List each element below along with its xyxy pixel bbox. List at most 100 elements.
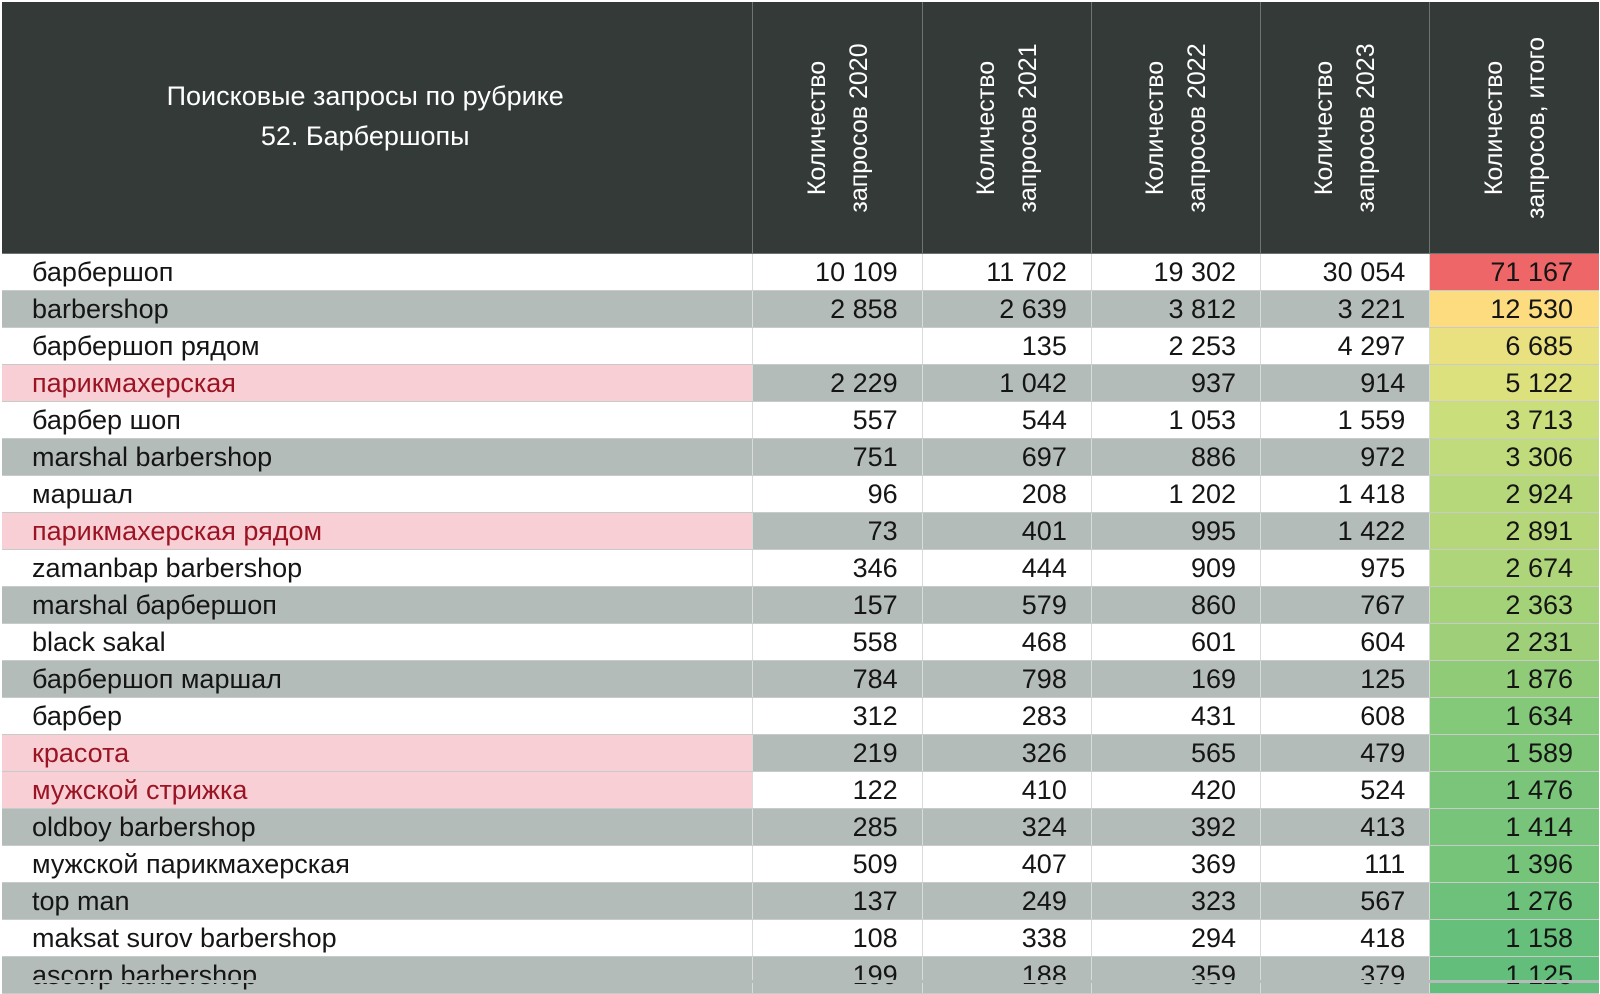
table-row: парикмахерская рядом 73 401 995 1 422 2 891 (2, 512, 1599, 550)
table-row: zamanbap barbershop 346 444 909 975 2 674 (2, 549, 1599, 587)
count-cell-2021: 11 702 (922, 253, 1092, 291)
count-cell-2022: 369 (1091, 845, 1262, 883)
table-row: барбер 312 283 431 608 1 634 (2, 697, 1599, 735)
column-header-2021: Количество запросов 2021 (922, 2, 1092, 254)
table-row: барбер шоп 557 544 1 053 1 559 3 713 (2, 401, 1599, 439)
count-cell-2021: 444 (922, 549, 1092, 587)
table-row: maksat surov barbershop 108 338 294 418 1 158 (2, 919, 1599, 957)
count-cell-2023: 767 (1260, 586, 1431, 624)
table-title: Поисковые запросы по рубрике 52. Барберш… (2, 2, 754, 254)
count-cell-2023: 413 (1260, 808, 1431, 846)
count-cell-2022: 2 253 (1091, 327, 1262, 365)
count-cell-2020: 784 (752, 660, 923, 698)
query-cell: top man (2, 882, 754, 920)
total-cell: 1 125 (1429, 956, 1599, 994)
query-cell: мужской парикмахерская (2, 845, 754, 883)
count-cell-2022: 323 (1091, 882, 1262, 920)
count-cell-2022: 886 (1091, 438, 1262, 476)
count-cell-2022: 601 (1091, 623, 1262, 661)
count-cell-2020: 285 (752, 808, 923, 846)
table-row: black sakal 558 468 601 604 2 231 (2, 623, 1599, 661)
query-cell: marshal барбершоп (2, 586, 754, 624)
total-cell: 2 674 (1429, 549, 1599, 587)
table-row: барбершоп 10 109 11 702 19 302 30 054 71 167 (2, 253, 1599, 291)
total-cell: 1 589 (1429, 734, 1599, 772)
column-header-label: Количество запросов, итого (1479, 36, 1550, 219)
count-cell-2020: 96 (752, 475, 923, 513)
table-row: барбершоп рядом 135 2 253 4 297 6 685 (2, 327, 1599, 365)
count-cell-2021: 407 (922, 845, 1092, 883)
count-cell-2023: 524 (1260, 771, 1431, 809)
total-cell: 1 476 (1429, 771, 1599, 809)
total-cell: 2 891 (1429, 512, 1599, 550)
count-cell-2022: 169 (1091, 660, 1262, 698)
query-cell: zamanbap barbershop (2, 549, 754, 587)
count-cell-2023: 972 (1260, 438, 1431, 476)
count-cell-2021: 324 (922, 808, 1092, 846)
count-cell-2021: 1 042 (922, 364, 1092, 402)
query-cell: красота (2, 734, 754, 772)
count-cell-2022: 937 (1091, 364, 1262, 402)
count-cell-2021: 410 (922, 771, 1092, 809)
count-cell-2022: 359 (1091, 956, 1262, 994)
table-row: барбершоп маршал 784 798 169 125 1 876 (2, 660, 1599, 698)
column-header-2022: Количество запросов 2022 (1091, 2, 1262, 254)
column-header-2020: Количество запросов 2020 (752, 2, 923, 254)
count-cell-2023: 3 221 (1260, 290, 1431, 328)
total-cell: 71 167 (1429, 253, 1599, 291)
count-cell-2022: 565 (1091, 734, 1262, 772)
query-cell: oldboy barbershop (2, 808, 754, 846)
count-cell-2021: 283 (922, 697, 1092, 735)
total-cell: 1 876 (1429, 660, 1599, 698)
query-cell: барбершоп (2, 253, 754, 291)
total-cell: 12 530 (1429, 290, 1599, 328)
query-cell: black sakal (2, 623, 754, 661)
table-row: мужской парикмахерская 509 407 369 111 1 396 (2, 845, 1599, 883)
total-cell: 3 306 (1429, 438, 1599, 476)
count-cell-2023: 914 (1260, 364, 1431, 402)
count-cell-2020: 558 (752, 623, 923, 661)
count-cell-2021: 579 (922, 586, 1092, 624)
count-cell-2022: 909 (1091, 549, 1262, 587)
count-cell-2022: 3 812 (1091, 290, 1262, 328)
count-cell-2021: 544 (922, 401, 1092, 439)
count-cell-2023: 1 559 (1260, 401, 1431, 439)
count-cell-2021: 135 (922, 327, 1092, 365)
column-header-2023: Количество запросов 2023 (1260, 2, 1431, 254)
count-cell-2020: 108 (752, 919, 923, 957)
table-row: ascorp barbershop 199 188 359 379 1 125 (2, 956, 1599, 994)
count-cell-2023: 418 (1260, 919, 1431, 957)
count-cell-2022: 860 (1091, 586, 1262, 624)
total-cell: 1 414 (1429, 808, 1599, 846)
count-cell-2020: 10 109 (752, 253, 923, 291)
total-cell: 1 276 (1429, 882, 1599, 920)
count-cell-2023: 479 (1260, 734, 1431, 772)
table-row: top man 137 249 323 567 1 276 (2, 882, 1599, 920)
total-cell: 1 396 (1429, 845, 1599, 883)
count-cell-2021: 468 (922, 623, 1092, 661)
count-cell-2023: 604 (1260, 623, 1431, 661)
query-cell: barbershop (2, 290, 754, 328)
count-cell-2020: 219 (752, 734, 923, 772)
count-cell-2022: 995 (1091, 512, 1262, 550)
total-cell: 5 122 (1429, 364, 1599, 402)
count-cell-2020: 557 (752, 401, 923, 439)
count-cell-2023: 30 054 (1260, 253, 1431, 291)
count-cell-2022: 431 (1091, 697, 1262, 735)
count-cell-2022: 392 (1091, 808, 1262, 846)
column-header-label: Количество запросов 2022 (1140, 42, 1211, 213)
count-cell-2023: 567 (1260, 882, 1431, 920)
count-cell-2021: 2 639 (922, 290, 1092, 328)
table-row: парикмахерская 2 229 1 042 937 914 5 122 (2, 364, 1599, 402)
count-cell-2021: 326 (922, 734, 1092, 772)
count-cell-2023: 111 (1260, 845, 1431, 883)
count-cell-2020: 199 (752, 956, 923, 994)
count-cell-2020: 751 (752, 438, 923, 476)
column-header-label: Количество запросов 2020 (802, 42, 873, 213)
count-cell-2021: 249 (922, 882, 1092, 920)
total-cell: 2 924 (1429, 475, 1599, 513)
table-row: красота 219 326 565 479 1 589 (2, 734, 1599, 772)
count-cell-2020: 157 (752, 586, 923, 624)
total-cell: 2 231 (1429, 623, 1599, 661)
